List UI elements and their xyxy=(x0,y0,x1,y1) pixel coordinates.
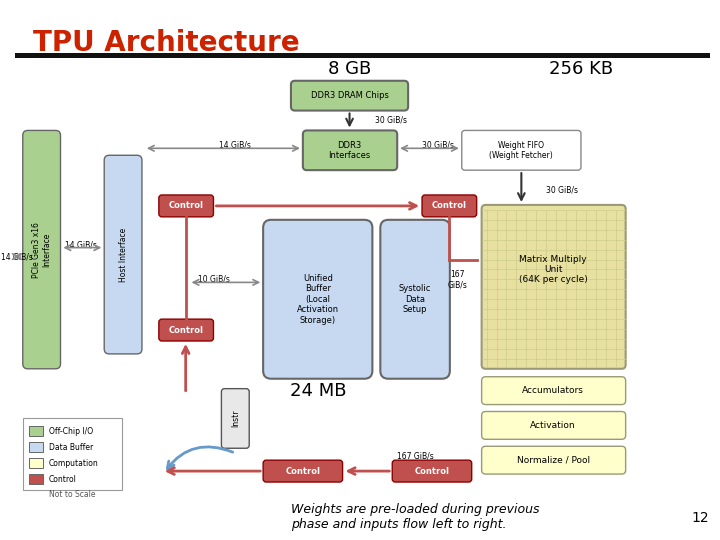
Text: Instr: Instr xyxy=(231,410,240,427)
Text: Activation: Activation xyxy=(531,421,576,430)
Text: Unified
Buffer
(Local
Activation
Storage): Unified Buffer (Local Activation Storage… xyxy=(297,274,339,325)
Text: 24 MB: 24 MB xyxy=(289,382,346,400)
Text: Accumulators: Accumulators xyxy=(522,386,584,395)
Text: Control: Control xyxy=(48,475,76,483)
FancyBboxPatch shape xyxy=(422,195,477,217)
Text: Control: Control xyxy=(285,467,320,476)
Text: 14 GiB/s: 14 GiB/s xyxy=(1,252,32,261)
FancyBboxPatch shape xyxy=(482,446,626,474)
FancyBboxPatch shape xyxy=(303,131,397,170)
FancyBboxPatch shape xyxy=(380,220,450,379)
Bar xyxy=(29,458,42,468)
Bar xyxy=(29,427,42,436)
Text: Matrix Multiply
Unit
(64K per cycle): Matrix Multiply Unit (64K per cycle) xyxy=(519,254,588,285)
Text: Weights are pre-loaded during previous
phase and inputs flow left to right.: Weights are pre-loaded during previous p… xyxy=(291,503,539,531)
Text: TPU Architecture: TPU Architecture xyxy=(32,29,300,57)
Text: Off-Chip I/O: Off-Chip I/O xyxy=(48,427,93,436)
FancyBboxPatch shape xyxy=(392,460,472,482)
Text: Normalize / Pool: Normalize / Pool xyxy=(516,456,590,464)
Bar xyxy=(15,53,710,58)
Text: PCIe Gen3 x16
Interface: PCIe Gen3 x16 Interface xyxy=(32,222,51,278)
Text: 14 GiB/s: 14 GiB/s xyxy=(220,141,251,150)
Text: 167 GiB/s: 167 GiB/s xyxy=(397,451,433,461)
Text: 14 GiB/s: 14 GiB/s xyxy=(66,240,97,249)
Text: Data Buffer: Data Buffer xyxy=(48,443,93,452)
Text: DDR3 DRAM Chips: DDR3 DRAM Chips xyxy=(310,91,389,100)
FancyBboxPatch shape xyxy=(482,205,626,369)
Text: 12: 12 xyxy=(691,511,709,525)
Text: 10 GiB/s: 10 GiB/s xyxy=(197,275,230,284)
Text: Control: Control xyxy=(168,201,203,211)
Bar xyxy=(29,442,42,452)
Text: 30 GiB/s: 30 GiB/s xyxy=(422,141,454,150)
FancyBboxPatch shape xyxy=(263,220,372,379)
FancyBboxPatch shape xyxy=(222,389,249,448)
Text: 30 GiB/s: 30 GiB/s xyxy=(546,186,578,194)
FancyBboxPatch shape xyxy=(462,131,581,170)
Text: Systolic
Data
Setup: Systolic Data Setup xyxy=(399,285,431,314)
FancyBboxPatch shape xyxy=(482,377,626,404)
FancyBboxPatch shape xyxy=(159,319,213,341)
Text: Not to Scale: Not to Scale xyxy=(49,490,96,500)
FancyBboxPatch shape xyxy=(291,81,408,111)
Text: Weight FIFO
(Weight Fetcher): Weight FIFO (Weight Fetcher) xyxy=(490,140,553,160)
Text: Control: Control xyxy=(431,201,467,211)
Bar xyxy=(23,418,122,490)
Text: 30 GiB/s: 30 GiB/s xyxy=(375,116,408,125)
FancyBboxPatch shape xyxy=(104,156,142,354)
Text: 167
GiB/s: 167 GiB/s xyxy=(448,269,468,289)
Text: DDR3
Interfaces: DDR3 Interfaces xyxy=(328,140,371,160)
Text: 256 KB: 256 KB xyxy=(549,60,613,78)
Text: Control: Control xyxy=(168,326,203,335)
FancyBboxPatch shape xyxy=(482,411,626,440)
FancyBboxPatch shape xyxy=(23,131,60,369)
Bar xyxy=(29,474,42,484)
FancyBboxPatch shape xyxy=(263,460,343,482)
Text: Computation: Computation xyxy=(48,458,99,468)
Text: Host Interface: Host Interface xyxy=(119,227,127,282)
Text: Control: Control xyxy=(415,467,449,476)
Text: 8 GB: 8 GB xyxy=(328,60,372,78)
FancyBboxPatch shape xyxy=(159,195,213,217)
